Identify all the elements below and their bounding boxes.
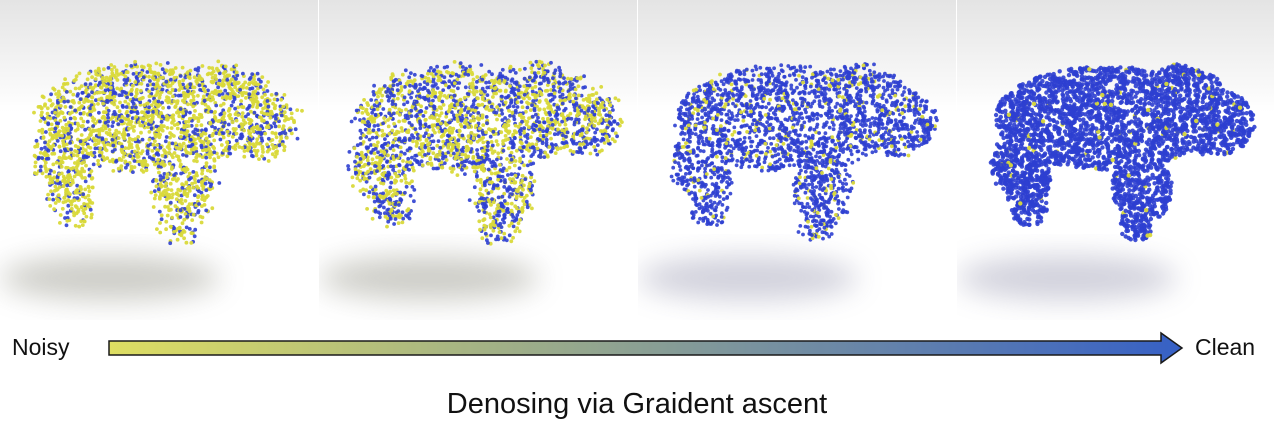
- cow-panel-noisy: [0, 0, 318, 320]
- gradient-arrow-shape: [108, 331, 1184, 365]
- cow-panel-step-2: [319, 0, 637, 320]
- cow-shadow: [319, 256, 539, 300]
- cow-panel-step-3: [638, 0, 956, 320]
- cow-panel-clean: [957, 0, 1274, 320]
- point-cloud: [346, 59, 624, 246]
- point-cloud: [669, 62, 939, 242]
- cow-shadow: [0, 256, 220, 300]
- clean-label: Clean: [1195, 334, 1256, 360]
- figure-caption: Denosing via Graident ascent: [446, 388, 828, 420]
- noisy-label: Noisy: [12, 334, 70, 360]
- point-cloud: [988, 62, 1257, 243]
- point-cloud: [32, 59, 304, 246]
- cow-shadow: [638, 256, 858, 300]
- progress-arrow: [106, 330, 1186, 366]
- cow-shadow: [957, 256, 1177, 300]
